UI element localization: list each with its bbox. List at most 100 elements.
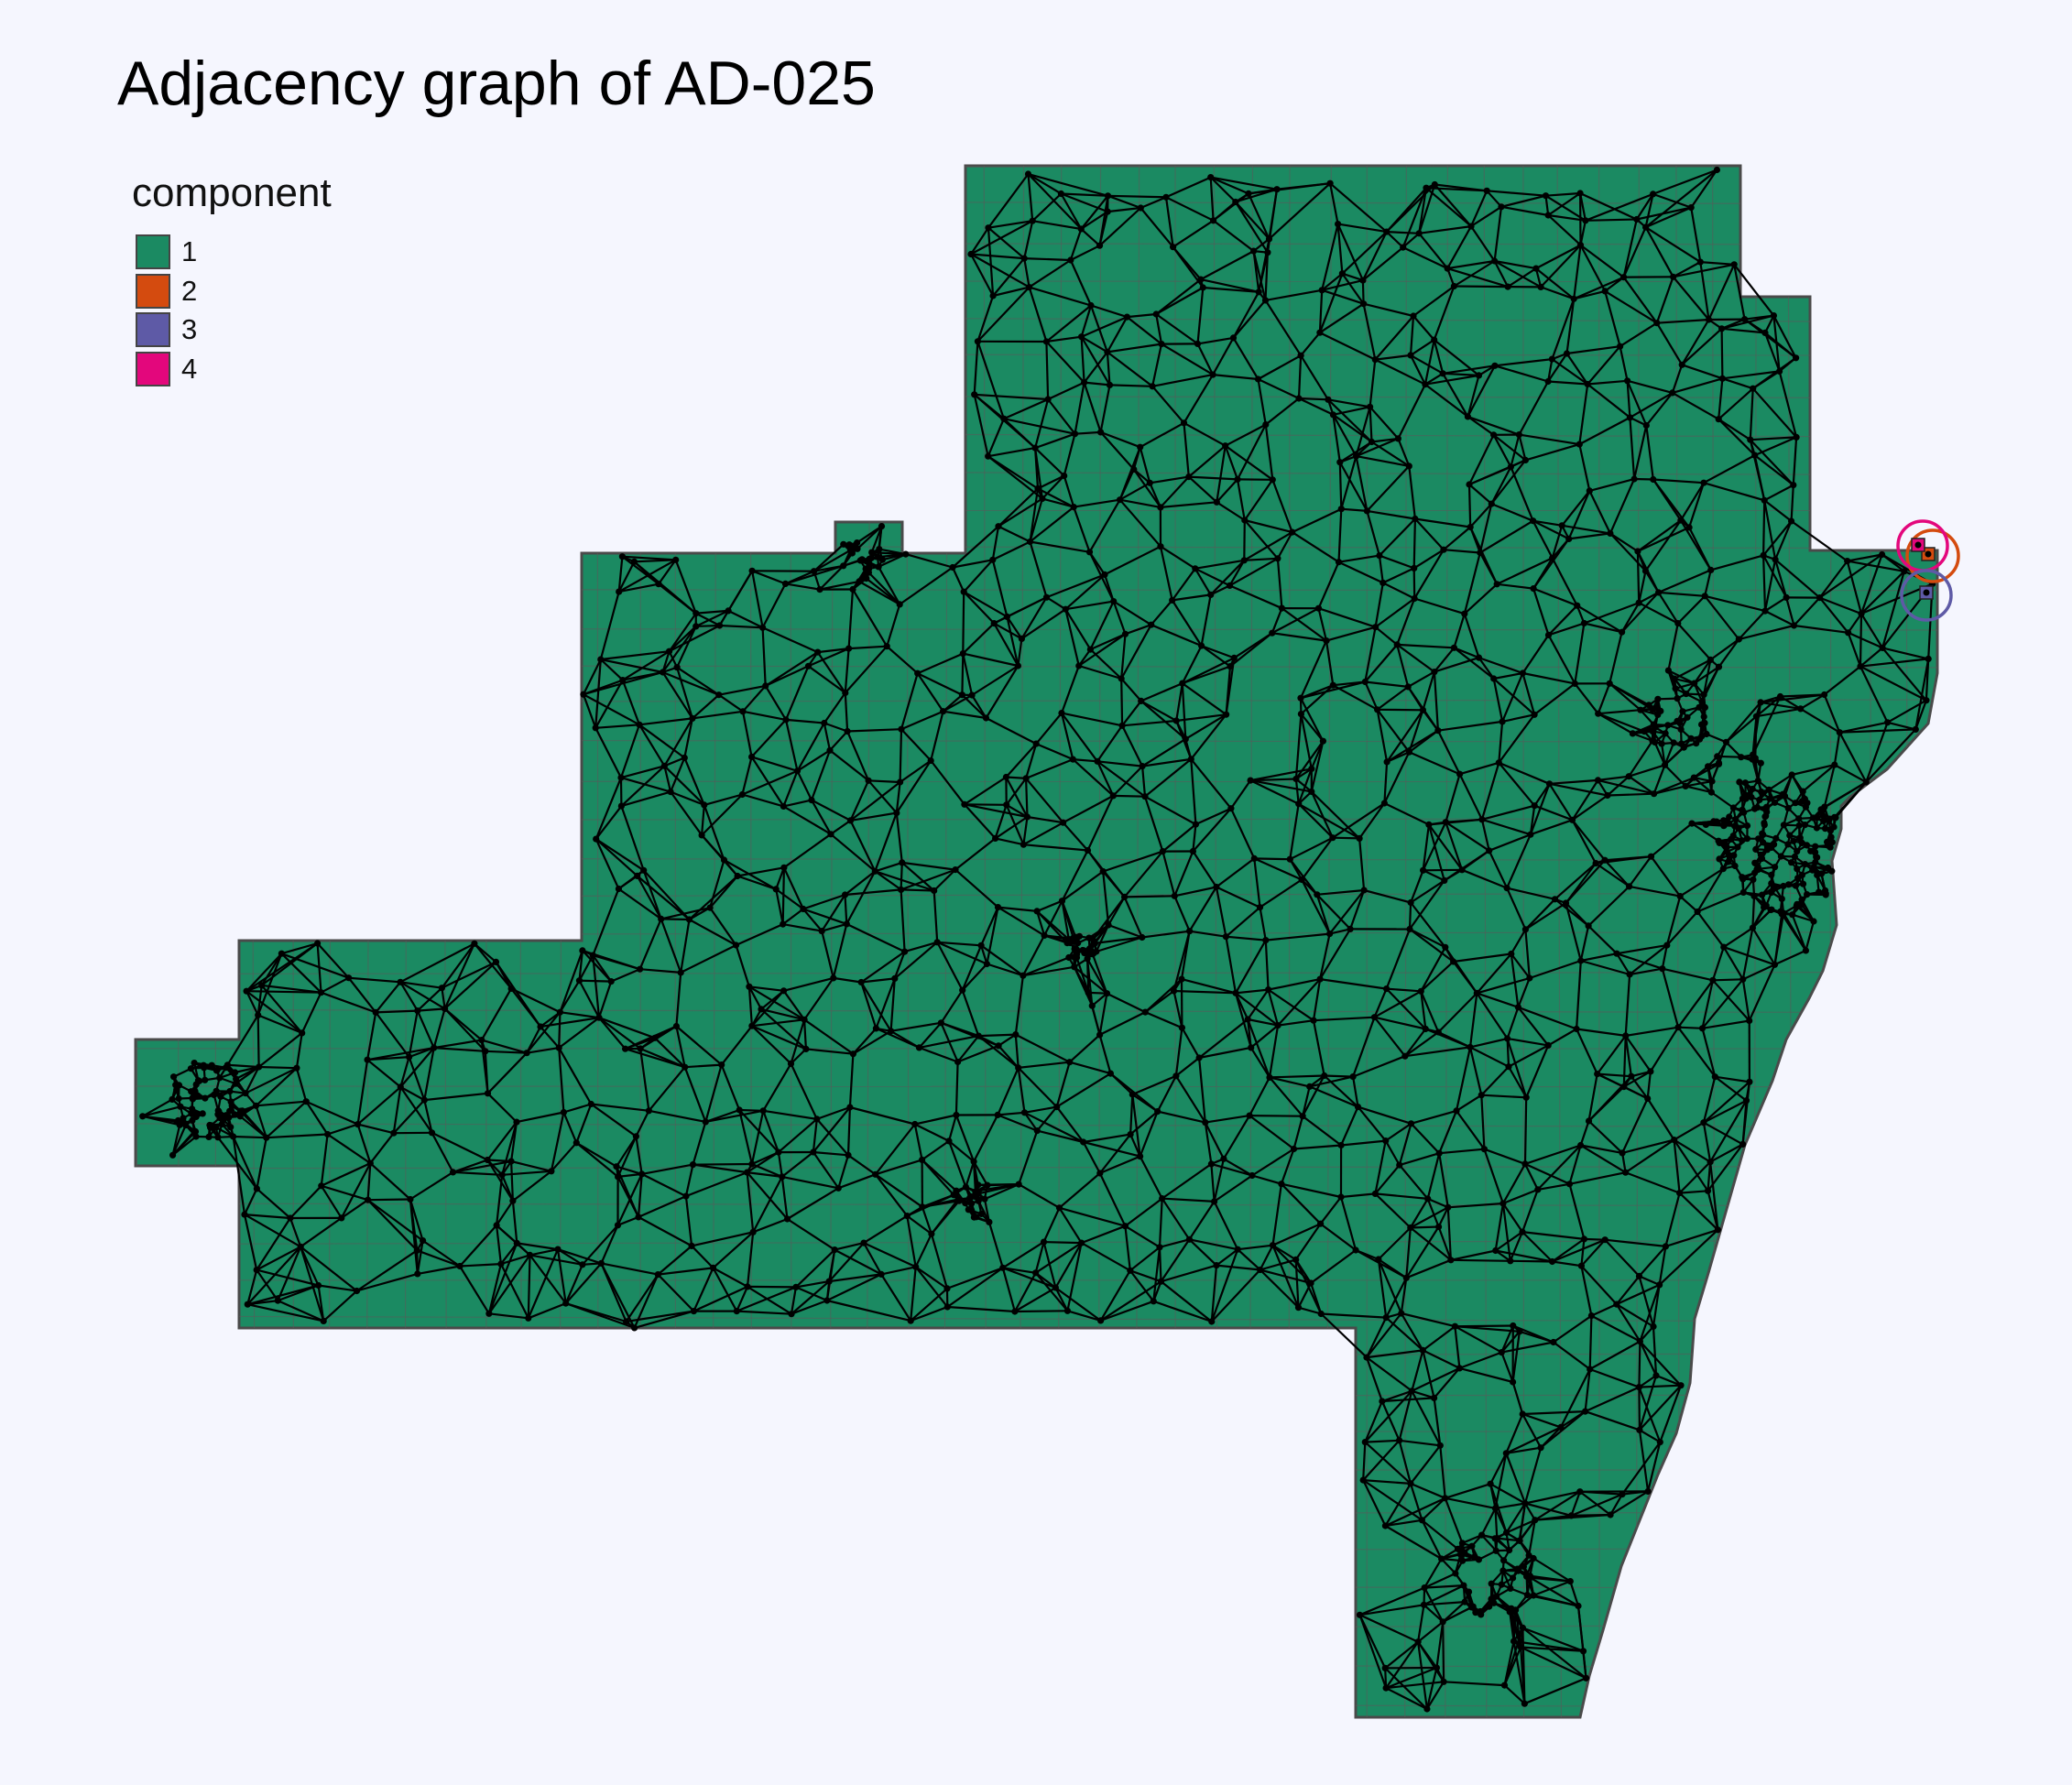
adjacency-edge [811,800,832,835]
adjacency-edge [1524,898,1556,931]
adjacency-edge [816,1105,851,1120]
adjacency-edge [1725,715,1758,744]
adjacency-edge [830,833,877,873]
adjacency-edge [556,1248,567,1304]
adjacency-node [623,1318,630,1325]
adjacency-node [172,1082,180,1089]
adjacency-edge [1521,634,1550,674]
adjacency-edge [256,952,283,1016]
adjacency-edge [1427,1197,1449,1209]
adjacency-edge [1081,1224,1126,1245]
adjacency-edge [914,1123,950,1142]
adjacency-edge [1364,1400,1383,1443]
adjacency-edge [1034,432,1075,450]
adjacency-edge [592,954,613,983]
adjacency-edge [1443,365,1496,375]
adjacency-edge [592,954,640,971]
adjacency-edge [408,1056,426,1101]
adjacency-node [1123,313,1130,321]
adjacency-edge [1656,318,1709,324]
adjacency-node [1499,718,1506,725]
adjacency-edge [1025,778,1029,818]
adjacency-node [1635,1272,1643,1279]
adjacency-edge [327,1123,358,1136]
adjacency-node [954,1058,962,1066]
adjacency-node [1442,943,1449,951]
adjacency-edge [1773,912,1785,965]
adjacency-edge [1184,713,1227,740]
adjacency-edge [1833,781,1868,819]
adjacency-edge [782,805,832,835]
adjacency-edge [917,672,963,696]
adjacency-edge [1709,638,1739,661]
adjacency-edge [340,1162,372,1219]
adjacency-edge [1741,979,1750,1021]
adjacency-edge [1398,1390,1413,1442]
adjacency-node [739,708,747,715]
adjacency-edge [171,1130,197,1157]
precinct-line [1635,166,1640,1717]
adjacency-edge [1192,850,1217,888]
adjacency-edge [1333,680,1366,687]
adjacency-edge [1751,696,1782,756]
adjacency-edge [1321,223,1339,291]
adjacency-edge [408,1010,419,1058]
adjacency-edge [1144,758,1192,798]
adjacency-node [420,1237,427,1245]
adjacency-node [1780,882,1787,890]
adjacency-edge [1518,434,1527,461]
adjacency-node [1435,1223,1443,1231]
adjacency-node [218,1120,225,1128]
adjacency-edge [564,1264,583,1304]
adjacency-edge [834,1242,865,1251]
adjacency-edge [701,804,705,835]
adjacency-edge [1609,1494,1623,1516]
adjacency-node [1816,888,1823,896]
adjacency-edge [937,941,982,947]
adjacency-edge [1493,671,1523,680]
adjacency-node [1107,1070,1114,1077]
adjacency-edge [849,820,877,872]
adjacency-node [1677,725,1685,734]
adjacency-edge [1619,321,1658,348]
adjacency-node [1417,987,1424,995]
adjacency-edge [1411,1389,1434,1399]
adjacency-edge [992,286,1030,298]
adjacency-edge [1495,1231,1523,1252]
adjacency-edge [1096,724,1124,762]
adjacency-node [1234,475,1241,484]
adjacency-edge [1421,1519,1443,1560]
adjacency-node [613,1163,620,1170]
adjacency-node [826,746,834,754]
adjacency-edge [171,1125,187,1156]
adjacency-edge [1585,192,1654,222]
adjacency-edge [970,253,995,297]
adjacency-edge [245,942,319,993]
adjacency-node [1274,1022,1281,1029]
adjacency-edge [1311,790,1360,840]
adjacency-node [1393,641,1401,648]
adjacency-edge [1361,280,1365,304]
adjacency-edge [1521,1231,1585,1240]
adjacency-edge [1834,764,1867,783]
adjacency-edge [1751,927,1776,965]
adjacency-node [1431,1394,1438,1401]
adjacency-edge [1665,1228,1718,1247]
adjacency-edge [1476,976,1531,995]
adjacency-node [1306,1083,1314,1090]
adjacency-edge [641,1172,687,1198]
adjacency-node [1467,223,1475,230]
adjacency-edge [1690,169,1718,209]
adjacency-edge [1192,807,1232,853]
adjacency-edge [1384,1497,1446,1527]
adjacency-node [1295,395,1303,402]
adjacency-edge [1549,778,1598,785]
adjacency-node [1003,801,1010,809]
adjacency-node [1814,854,1821,861]
adjacency-edge [1234,201,1270,240]
adjacency-node [1396,1161,1403,1169]
adjacency-node [1213,883,1220,891]
adjacency-node [1192,565,1199,572]
adjacency-edge [844,648,850,693]
adjacency-node [1778,895,1785,903]
